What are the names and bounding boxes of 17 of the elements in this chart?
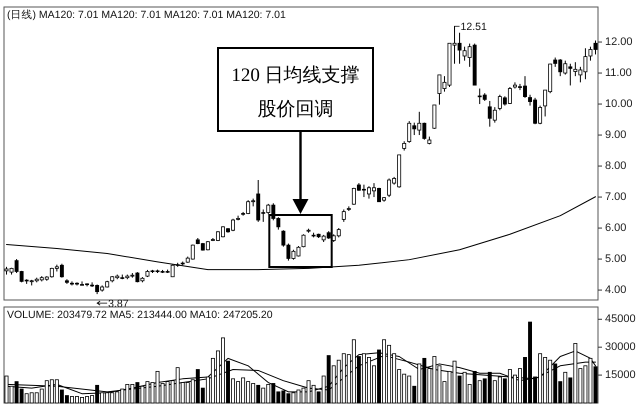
- callout: 120 日均线支撑股价回调: [217, 47, 374, 268]
- y-tick-label: 10.00: [605, 98, 633, 110]
- chart-title: VOLUME: 203479.72 MA5: 213444.00 MA10: 247205.20: [7, 309, 273, 321]
- annotation: 120 日均线支撑股价回调: [231, 65, 360, 120]
- y-tick-label: 12.00: [605, 36, 633, 48]
- y-tick-label: 4.00: [605, 284, 626, 296]
- y-tick-label: 7.00: [605, 190, 626, 203]
- y-tick-label: 8.00: [605, 160, 626, 172]
- y-tick-label: 6.00: [605, 222, 626, 234]
- annotation: 12.51: [460, 21, 487, 34]
- y-tick-label: 30000: [605, 341, 636, 354]
- y-tick-label: 45000: [605, 313, 636, 326]
- y-tick-label: 11.00: [605, 66, 632, 79]
- y-tick-label: 5.00: [605, 252, 626, 265]
- chart-title: (日线) MA120: 7.01 MA120: 7.01 MA120: 7.01 MA120: 7.01: [7, 8, 286, 21]
- y-tick-label: 9.00: [605, 128, 626, 141]
- y-tick-label: 15000: [605, 369, 636, 381]
